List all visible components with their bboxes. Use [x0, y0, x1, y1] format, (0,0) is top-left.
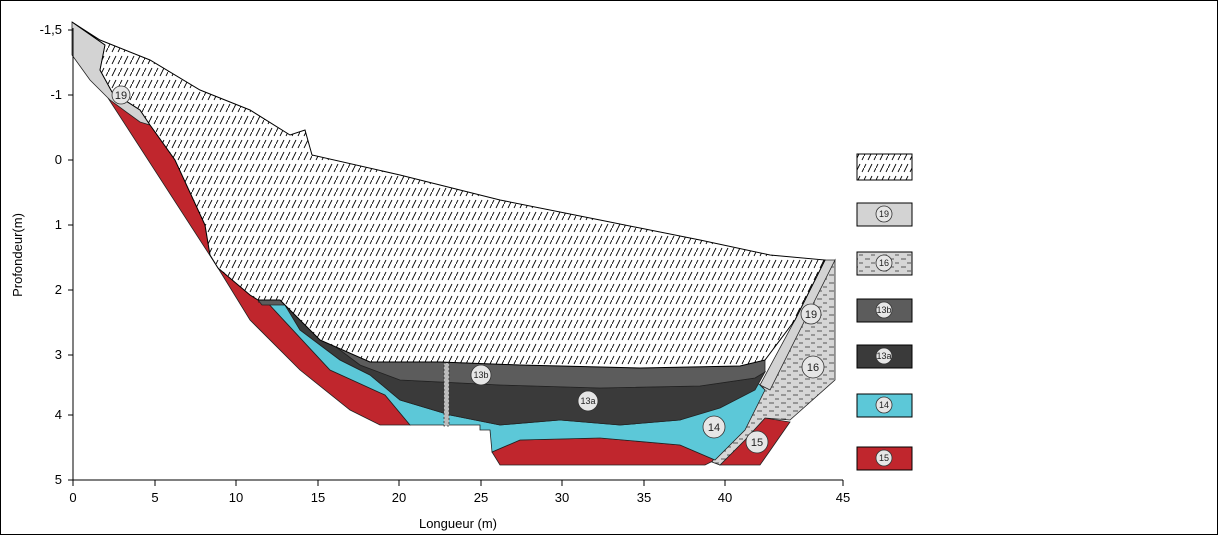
svg-text:19: 19: [115, 90, 127, 102]
section-badge-14: 14: [702, 415, 726, 439]
legend-label-15: 15: [879, 453, 889, 463]
x-tick-label: 40: [718, 490, 732, 505]
y-tick-label: -1: [50, 87, 62, 102]
svg-text:15: 15: [751, 437, 763, 449]
x-tick-label: 0: [69, 490, 76, 505]
section-badge-13b: 13b: [470, 364, 492, 386]
x-tick-label: 5: [151, 490, 158, 505]
svg-text:19: 19: [805, 309, 817, 321]
section-badge-13a: 13a: [577, 390, 599, 412]
y-tick-label: 2: [55, 282, 62, 297]
section-badge-19-right: 19: [800, 303, 822, 325]
y-tick-label: 4: [55, 407, 62, 422]
y-tick-label: 3: [55, 347, 62, 362]
legend-label-16: 16: [879, 258, 889, 268]
y-tick-label: 0: [55, 152, 62, 167]
y-ticks: [68, 29, 73, 481]
sample-column: [443, 362, 450, 427]
x-axis-title: Longueur (m): [419, 516, 497, 531]
svg-text:13b: 13b: [473, 370, 488, 380]
legend-label-13b: 13b: [876, 305, 891, 315]
y-tick-label: 1: [55, 217, 62, 232]
y-tick-label: -1,5: [40, 22, 62, 37]
legend-label-19: 19: [879, 209, 889, 219]
svg-text:14: 14: [708, 422, 720, 434]
x-tick-label: 25: [474, 490, 488, 505]
section-badge-15: 15: [745, 430, 769, 454]
x-tick-label: 10: [229, 490, 243, 505]
legend-label-13a: 13a: [876, 351, 891, 361]
layer-hatched-fill: [71, 21, 826, 369]
legend-swatch-hatched: [856, 153, 913, 181]
svg-text:16: 16: [807, 362, 819, 374]
x-tick-label: 30: [555, 490, 569, 505]
x-tick-label: 20: [392, 490, 406, 505]
x-tick-label: 45: [836, 490, 850, 505]
x-tick-label: 15: [311, 490, 325, 505]
x-ticks: [72, 480, 844, 486]
section-badge-19-left: 19: [111, 85, 131, 105]
x-tick-label: 35: [637, 490, 651, 505]
y-axis-title: Profondeur(m): [10, 213, 25, 297]
y-tick-label: 5: [55, 472, 62, 487]
svg-text:13a: 13a: [580, 396, 595, 406]
section-badge-16: 16: [801, 355, 825, 379]
legend: 19 16 13b 13a 14 15: [856, 153, 913, 471]
legend-label-14: 14: [879, 400, 889, 410]
